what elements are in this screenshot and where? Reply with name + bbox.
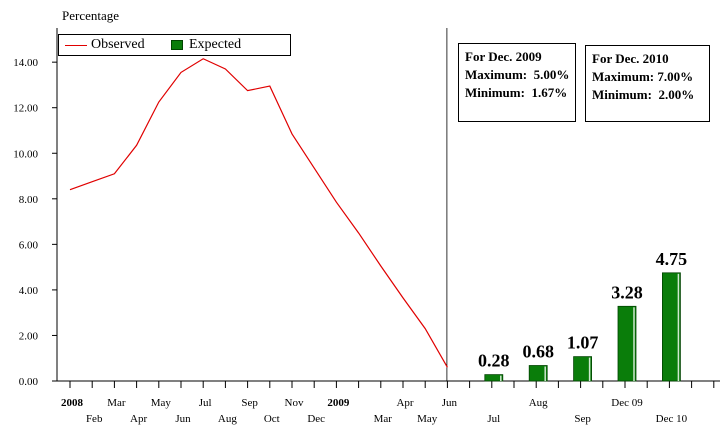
legend: Observed Expected xyxy=(58,34,291,56)
x-tick-label: 2009 xyxy=(327,397,350,409)
legend-expected-label: Expected xyxy=(189,37,242,52)
expected-bar-data-label: 0.28 xyxy=(478,351,510,371)
expected-bar xyxy=(573,356,592,382)
x-tick-label: Dec xyxy=(307,413,325,425)
y-tick-label: 2.00 xyxy=(19,330,39,342)
x-tick-label: 2008 xyxy=(61,397,84,409)
expected-bar xyxy=(662,272,681,382)
x-tick-label: Mar xyxy=(107,397,126,409)
x-tick-label: Jun xyxy=(442,397,458,409)
x-tick-label: Sep xyxy=(574,413,591,425)
x-tick-label: Aug xyxy=(218,413,237,425)
legend-observed-line xyxy=(65,45,87,46)
annotation-dec-2010-title: For Dec. 2010 xyxy=(592,51,669,66)
expected-bar-data-label: 0.68 xyxy=(522,342,554,362)
y-tick-label: 12.00 xyxy=(13,103,38,115)
x-tick-label: Feb xyxy=(86,413,103,425)
annotation-dec-2010: For Dec. 2010 Maximum: 7.00% Minimum: 2.… xyxy=(585,45,710,122)
x-tick-label: Mar xyxy=(374,413,393,425)
x-tick-label: Sep xyxy=(241,397,258,409)
x-tick-label: Dec 10 xyxy=(656,413,688,425)
expected-bar-data-label: 3.28 xyxy=(611,282,643,302)
y-tick-label: 14.00 xyxy=(13,57,38,69)
x-tick-label: Oct xyxy=(264,413,280,425)
annotation-dec-2010-min: Minimum: 2.00% xyxy=(592,87,695,102)
x-tick-label: Jul xyxy=(199,397,212,409)
annotation-dec-2009-min: Minimum: 1.67% xyxy=(465,85,568,100)
x-tick-label: Dec 09 xyxy=(611,397,643,409)
annotation-dec-2010-max: Maximum: 7.00% xyxy=(592,69,694,84)
x-tick-label: Nov xyxy=(285,397,304,409)
x-tick-label: Jul xyxy=(487,413,500,425)
y-tick-label: 4.00 xyxy=(19,285,39,297)
expected-bar-data-label: 1.07 xyxy=(567,333,599,353)
expected-bar-data-label: 4.75 xyxy=(656,249,688,269)
y-tick-label: 8.00 xyxy=(19,194,39,206)
x-tick-label: Jun xyxy=(175,413,191,425)
annotation-dec-2009-max: Maximum: 5.00% xyxy=(465,67,570,82)
annotation-dec-2009: For Dec. 2009 Maximum: 5.00% Minimum: 1.… xyxy=(458,43,576,122)
legend-observed-label: Observed xyxy=(91,37,145,52)
x-tick-label: Apr xyxy=(396,397,413,409)
expected-bar xyxy=(484,374,504,382)
annotation-dec-2009-title: For Dec. 2009 xyxy=(465,49,542,64)
y-axis-label: Percentage xyxy=(62,8,120,23)
y-tick-label: 6.00 xyxy=(19,239,39,251)
x-tick-label: Apr xyxy=(130,413,147,425)
y-tick-label: 10.00 xyxy=(13,148,38,160)
observed-series-line xyxy=(69,58,448,368)
legend-expected-swatch xyxy=(171,40,183,50)
y-tick-label: 0.00 xyxy=(19,376,39,388)
expected-bar xyxy=(617,305,637,382)
x-tick-label: Aug xyxy=(529,397,548,409)
expected-bar xyxy=(528,365,548,382)
x-tick-label: May xyxy=(417,413,438,425)
x-tick-label: May xyxy=(151,397,172,409)
